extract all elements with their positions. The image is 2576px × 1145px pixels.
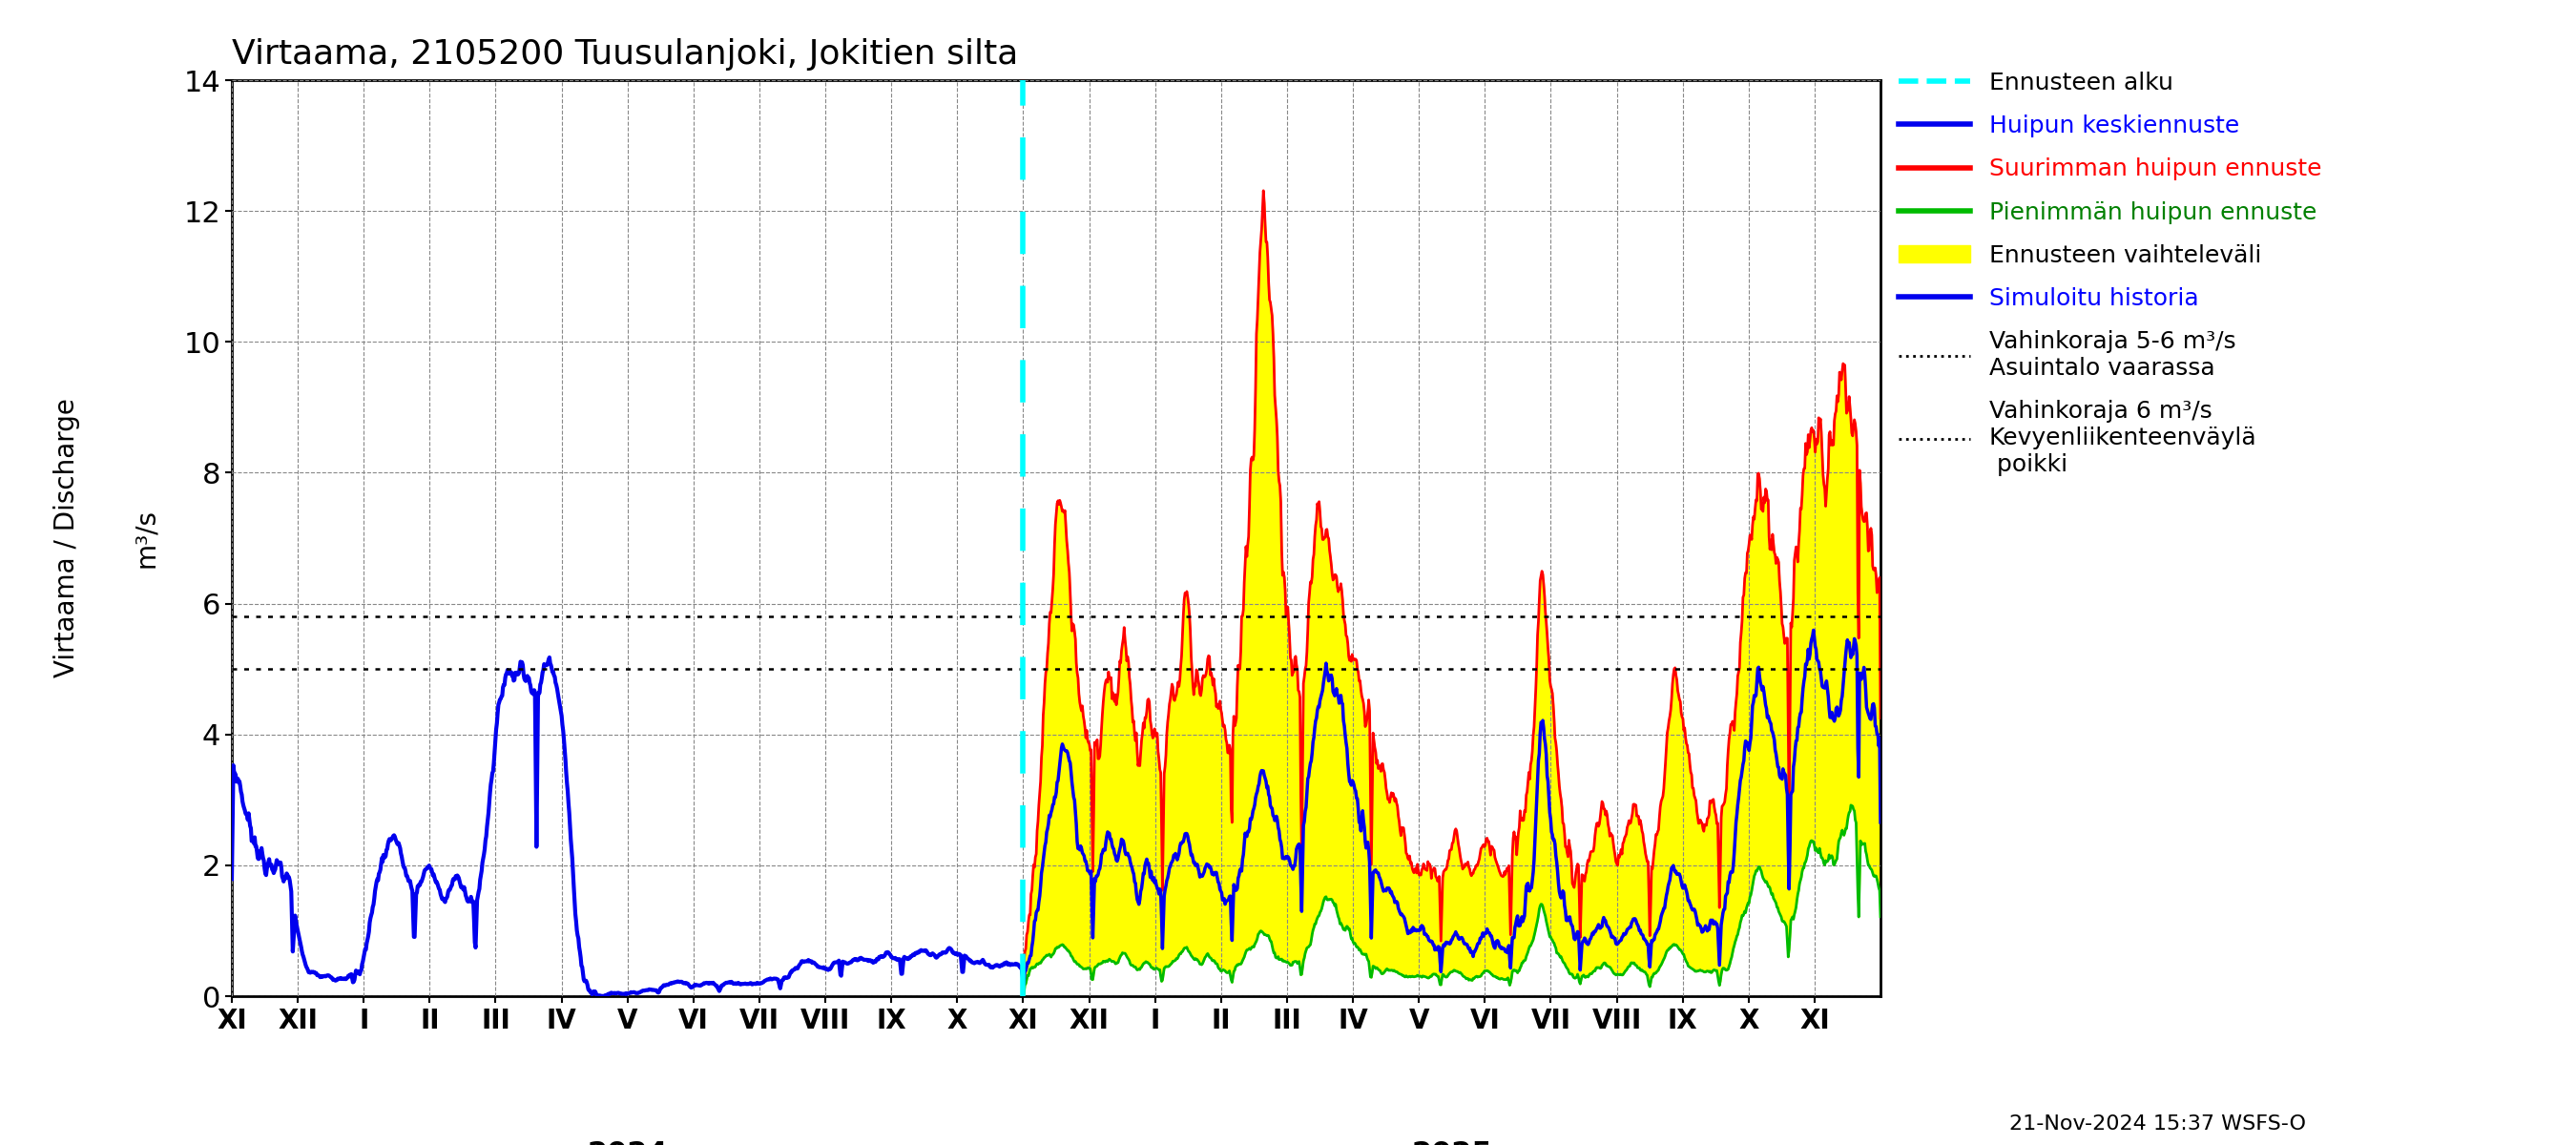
Text: Virtaama, 2105200 Tuusulanjoki, Jokitien silta: Virtaama, 2105200 Tuusulanjoki, Jokitien… [232,39,1018,71]
Legend: Ennusteen alku, Huipun keskiennuste, Suurimman huipun ennuste, Pienimmän huipun : Ennusteen alku, Huipun keskiennuste, Suu… [1888,62,2331,485]
Text: m³/s: m³/s [134,508,160,568]
Text: 2025: 2025 [1412,1140,1492,1145]
Text: 2024: 2024 [587,1140,667,1145]
Text: 21-Nov-2024 15:37 WSFS-O: 21-Nov-2024 15:37 WSFS-O [2009,1114,2306,1134]
Text: Virtaama / Discharge: Virtaama / Discharge [54,398,80,678]
